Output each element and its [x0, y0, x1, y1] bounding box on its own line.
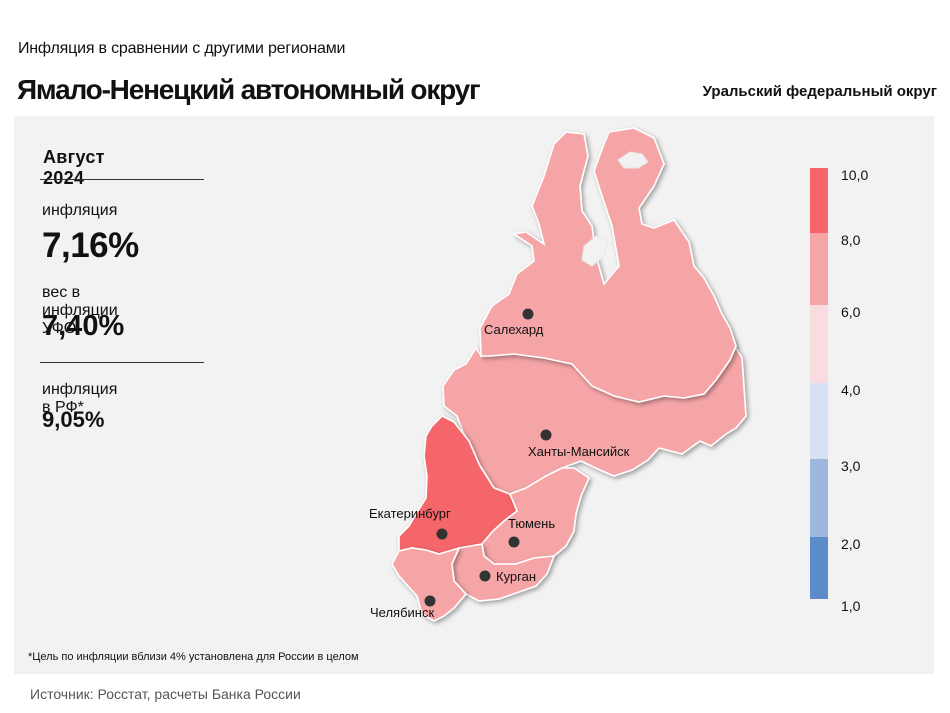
weight-label: вес в инфляции УФО [42, 284, 118, 337]
city-label-tyumen: Тюмень [508, 516, 555, 531]
city-chelyabinsk: Челябинск [370, 595, 436, 620]
city-khanty-mansiysk: Ханты-Мансийск [528, 429, 630, 459]
federal-district-label: Уральский федеральный округ [702, 83, 937, 100]
inflation-label: инфляция [42, 202, 118, 219]
legend-tick-label: 10,0 [841, 167, 868, 183]
legend-swatch [810, 233, 828, 305]
legend-tick-label: 3,0 [841, 458, 861, 474]
city-label-khanty-mansiysk: Ханты-Мансийск [528, 444, 630, 459]
legend-tick-label: 8,0 [841, 232, 861, 248]
legend-swatch [810, 383, 828, 459]
legend-swatch [810, 305, 828, 383]
page-title: Ямало-Ненецкий автономный округ [17, 74, 481, 105]
legend-tick-label: 4,0 [841, 382, 861, 398]
color-legend: 10,0 8,0 6,0 4,0 3,0 2,0 1,0 [810, 167, 868, 614]
city-label-kurgan: Курган [496, 569, 536, 584]
legend-tick-label: 2,0 [841, 536, 861, 552]
region-tyumen [481, 467, 591, 565]
footnote: *Цель по инфляции вблизи 4% установлена … [28, 651, 359, 663]
city-tyumen: Тюмень [508, 516, 555, 548]
legend-swatch [810, 537, 828, 599]
legend-swatch [810, 168, 828, 233]
map-panel: Август 2024 инфляция 7,16% вес в инфляци… [14, 116, 934, 674]
rf-inflation-value: 9,05% [42, 407, 105, 432]
city-label-ekaterinburg: Екатеринбург [369, 506, 451, 521]
regions-map: Салехард Ханты-Мансийск Екатеринбург Тюм… [369, 127, 868, 622]
city-ekaterinburg: Екатеринбург [369, 506, 451, 540]
legend-tick-label: 6,0 [841, 304, 861, 320]
page-subtitle: Инфляция в сравнении с другими регионами [18, 40, 346, 57]
legend-tick-label: 1,0 [841, 598, 861, 614]
legend-swatch [810, 459, 828, 537]
divider-bottom [40, 362, 204, 363]
rf-inflation-label: инфляция в РФ* [42, 381, 118, 416]
city-kurgan: Курган [479, 569, 536, 584]
source-note: Источник: Росстат, расчеты Банка России [30, 686, 301, 702]
divider-top [40, 179, 204, 180]
region-chelyabinsk [391, 546, 468, 622]
inflation-value: 7,16% [42, 226, 139, 265]
region-yamalo-nenets [479, 127, 737, 403]
city-salekhard: Салехард [484, 308, 544, 337]
period-label: Август 2024 [43, 147, 105, 188]
weight-value: 7,40% [42, 310, 125, 342]
city-label-chelyabinsk: Челябинск [370, 605, 434, 620]
city-label-salekhard: Салехард [484, 322, 544, 337]
